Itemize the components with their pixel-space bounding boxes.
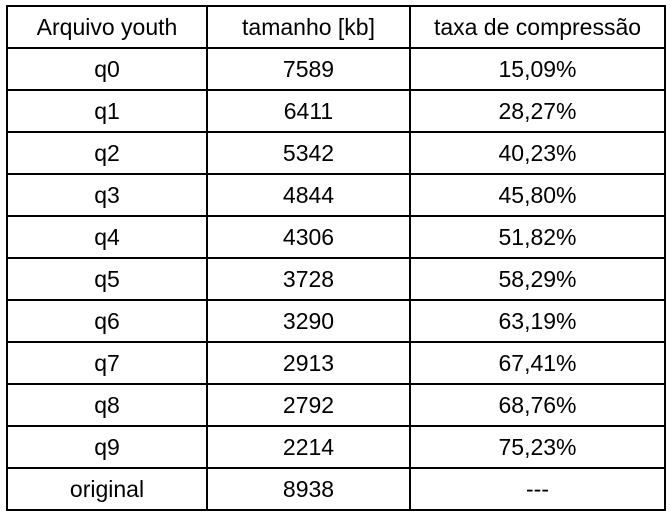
header-cell-file: Arquivo youth <box>6 5 208 49</box>
header-cell-compression-rate: taxa de compressão <box>409 5 666 49</box>
cell-size: 4844 <box>206 173 411 217</box>
cell-size: 6411 <box>206 89 411 133</box>
cell-file: q0 <box>6 47 208 91</box>
cell-compression-rate: 67,41% <box>409 341 666 385</box>
cell-compression-rate: 45,80% <box>409 173 666 217</box>
cell-compression-rate: 75,23% <box>409 425 666 469</box>
cell-compression-rate: 15,09% <box>409 47 666 91</box>
cell-compression-rate: 28,27% <box>409 89 666 133</box>
cell-compression-rate: 58,29% <box>409 257 666 301</box>
cell-file: q3 <box>6 173 208 217</box>
cell-size: 4306 <box>206 215 411 259</box>
cell-size: 2792 <box>206 383 411 427</box>
cell-size: 2913 <box>206 341 411 385</box>
cell-file: q7 <box>6 341 208 385</box>
table-row: q8 2792 68,76% <box>6 383 666 427</box>
compression-table: Arquivo youth tamanho [kb] taxa de compr… <box>6 5 666 511</box>
cell-compression-rate: 40,23% <box>409 131 666 175</box>
cell-compression-rate: --- <box>409 467 666 511</box>
table-row: q2 5342 40,23% <box>6 131 666 175</box>
header-row: Arquivo youth tamanho [kb] taxa de compr… <box>6 5 666 49</box>
cell-file: q4 <box>6 215 208 259</box>
cell-size: 3290 <box>206 299 411 343</box>
cell-size: 5342 <box>206 131 411 175</box>
cell-file: original <box>6 467 208 511</box>
table-row: q4 4306 51,82% <box>6 215 666 259</box>
table-row: q5 3728 58,29% <box>6 257 666 301</box>
table-row: original 8938 --- <box>6 467 666 511</box>
table-row: q6 3290 63,19% <box>6 299 666 343</box>
cell-size: 7589 <box>206 47 411 91</box>
table-body: q0 7589 15,09% q1 6411 28,27% q2 5342 40,23% q3 48… <box>6 47 666 511</box>
cell-compression-rate: 68,76% <box>409 383 666 427</box>
cell-size: 8938 <box>206 467 411 511</box>
cell-file: q1 <box>6 89 208 133</box>
compression-table-container: Arquivo youth tamanho [kb] taxa de compr… <box>6 5 666 511</box>
table-row: q3 4844 45,80% <box>6 173 666 217</box>
cell-file: q6 <box>6 299 208 343</box>
table-row: q1 6411 28,27% <box>6 89 666 133</box>
table-row: q7 2913 67,41% <box>6 341 666 385</box>
cell-file: q2 <box>6 131 208 175</box>
cell-size: 3728 <box>206 257 411 301</box>
cell-file: q9 <box>6 425 208 469</box>
header-cell-size: tamanho [kb] <box>206 5 411 49</box>
cell-file: q5 <box>6 257 208 301</box>
table-row: q9 2214 75,23% <box>6 425 666 469</box>
table-row: q0 7589 15,09% <box>6 47 666 91</box>
cell-file: q8 <box>6 383 208 427</box>
cell-size: 2214 <box>206 425 411 469</box>
cell-compression-rate: 63,19% <box>409 299 666 343</box>
cell-compression-rate: 51,82% <box>409 215 666 259</box>
